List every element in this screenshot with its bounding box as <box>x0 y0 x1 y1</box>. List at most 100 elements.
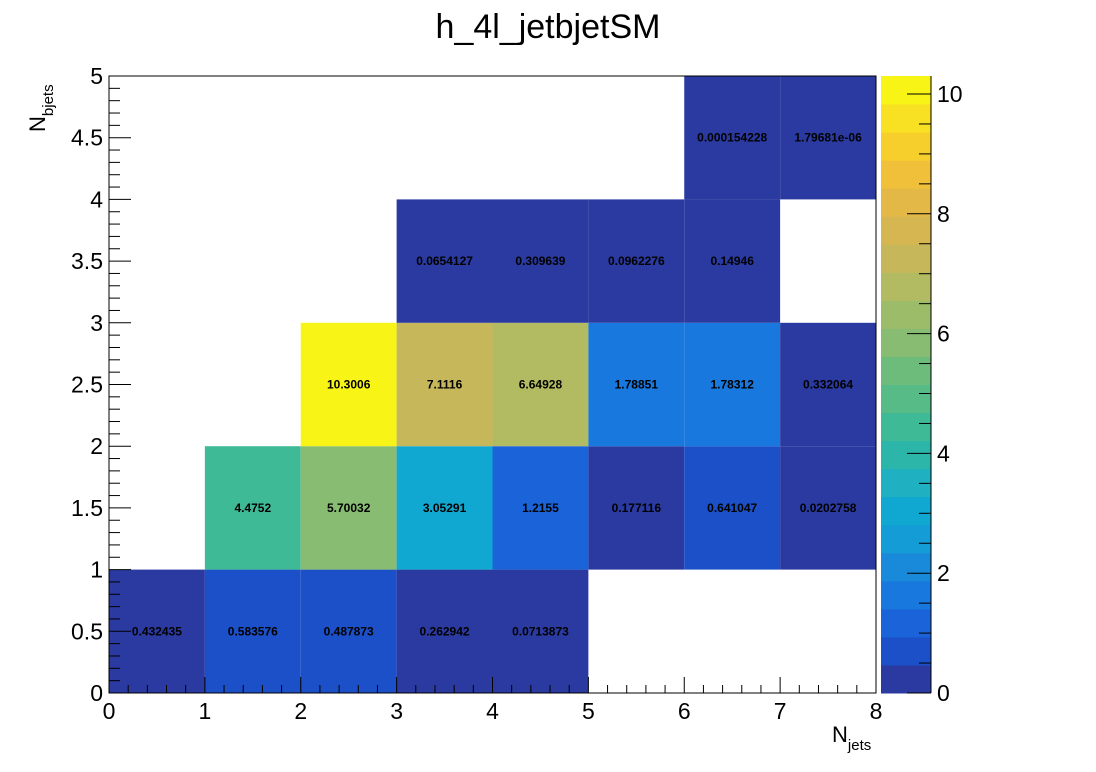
color-scale-axis: 0 2 4 6 8 10 <box>907 76 963 706</box>
heatmap-cell <box>780 76 876 200</box>
cell-value-label: 0.14946 <box>710 254 754 268</box>
heatmap-cell <box>780 446 876 570</box>
heatmap-cell <box>780 322 876 447</box>
y-tick-label: 0 <box>90 680 103 706</box>
cell-value-label: 5.70032 <box>327 501 371 515</box>
heatmap-cell <box>396 569 493 693</box>
color-scale-swatch <box>881 216 931 245</box>
color-scale-swatch <box>881 244 931 273</box>
x-tick-label: 5 <box>582 698 595 724</box>
x-axis: 0 1 2 3 4 5 6 7 8 <box>103 677 883 724</box>
color-scale-swatch <box>881 132 931 161</box>
heatmap-cell <box>300 322 397 447</box>
cell-value-label: 6.64928 <box>519 378 563 392</box>
x-tick-label: 8 <box>870 698 883 724</box>
heatmap-cell <box>588 322 685 447</box>
heatmap-cells <box>109 76 876 693</box>
y-axis-label-sub: bjets <box>40 84 57 116</box>
color-scale-swatch <box>881 384 931 414</box>
heatmap-cell <box>684 199 781 323</box>
cell-value-label: 0.332064 <box>803 378 853 392</box>
color-scale-tick-label: 0 <box>937 680 950 706</box>
heatmap-cell <box>684 322 781 447</box>
x-tick-label: 3 <box>390 698 403 724</box>
heatmap-cell <box>684 76 781 200</box>
color-scale-swatch <box>881 496 931 526</box>
cell-value-label: 0.583576 <box>228 624 278 638</box>
x-tick-label: 4 <box>486 698 499 724</box>
y-tick-label: 4 <box>90 186 103 212</box>
heatmap-cell <box>396 199 493 323</box>
heatmap-cell <box>300 569 397 693</box>
x-tick-label: 7 <box>774 698 787 724</box>
y-tick-label: 3.5 <box>71 248 103 274</box>
color-scale-swatch <box>881 412 931 442</box>
color-scale-swatch <box>881 76 931 105</box>
cell-value-label: 0.262942 <box>420 624 470 638</box>
cell-value-label: 0.309639 <box>515 254 565 268</box>
heatmap-cell-labels: 0.432435 0.583576 0.487873 0.262942 0.071387… <box>132 131 862 639</box>
color-scale-swatch <box>881 328 931 357</box>
cell-value-label: 0.432435 <box>132 624 182 638</box>
color-scale-swatch <box>881 552 931 582</box>
heatmap-cell <box>396 446 493 570</box>
heatmap-cell <box>492 322 589 447</box>
cell-value-label: 0.641047 <box>707 501 757 515</box>
color-scale-swatch <box>881 664 931 694</box>
x-axis-label-main: N <box>832 722 848 747</box>
color-scale-swatch <box>881 160 931 189</box>
color-scale-swatch <box>881 636 931 666</box>
x-tick-label: 6 <box>678 698 691 724</box>
color-scale-swatch <box>881 188 931 217</box>
color-scale-swatch <box>881 356 931 385</box>
color-scale-tick-label: 4 <box>937 440 950 466</box>
heatmap-cell <box>492 569 589 693</box>
color-scale-swatch <box>881 104 931 133</box>
cell-value-label: 0.487873 <box>324 624 374 638</box>
color-scale-tick-label: 2 <box>937 560 950 586</box>
cell-value-label: 3.05291 <box>423 501 467 515</box>
color-scale-swatch <box>881 440 931 470</box>
cell-value-label: 0.0713873 <box>512 624 569 638</box>
heatmap-cell <box>492 199 589 323</box>
x-tick-label: 2 <box>294 698 307 724</box>
x-axis-label-sub: jets <box>847 737 871 754</box>
cell-value-label: 4.4752 <box>234 501 271 515</box>
heatmap-cell <box>204 569 301 693</box>
heatmap-cell <box>396 322 493 447</box>
cell-value-label: 0.0202758 <box>800 501 857 515</box>
x-axis-label: Njets <box>832 722 871 754</box>
y-axis-label: Nbjets <box>25 84 57 132</box>
cell-value-label: 0.177116 <box>612 501 662 515</box>
x-tick-label: 1 <box>198 698 211 724</box>
color-scale-tick-label: 8 <box>937 201 950 227</box>
color-scale-swatch <box>881 300 931 329</box>
cell-value-label: 1.79681e-06 <box>794 131 862 145</box>
cell-value-label: 0.0962276 <box>608 254 665 268</box>
chart-title: h_4l_jetbjetSM <box>436 8 661 46</box>
color-scale-tick-label: 6 <box>937 321 950 347</box>
heatmap-cell <box>684 446 781 570</box>
color-scale-swatch <box>881 524 931 554</box>
color-scale-tick-label: 10 <box>937 81 963 107</box>
heatmap-cell <box>300 446 397 570</box>
y-axis: 0 0.5 1 1.5 2 2.5 3 3.5 4 4.5 5 <box>71 63 131 706</box>
cell-value-label: 1.78312 <box>710 378 754 392</box>
cell-value-label: 0.0654127 <box>416 254 473 268</box>
y-tick-label: 3 <box>90 310 103 336</box>
y-tick-label: 1.5 <box>71 495 103 521</box>
color-scale-swatch <box>881 580 931 610</box>
heatmap-cell <box>588 199 685 323</box>
heatmap-cell <box>204 446 301 570</box>
y-tick-label: 1 <box>90 557 103 583</box>
y-tick-label: 5 <box>90 63 103 89</box>
heatmap-cell <box>588 446 685 570</box>
y-tick-label: 2 <box>90 433 103 459</box>
cell-value-label: 1.78851 <box>615 378 659 392</box>
y-tick-label: 4.5 <box>71 125 103 151</box>
y-tick-label: 0.5 <box>71 618 103 644</box>
cell-value-label: 0.000154228 <box>697 131 767 145</box>
color-scale-bar <box>881 76 931 694</box>
color-scale-swatch <box>881 272 931 301</box>
